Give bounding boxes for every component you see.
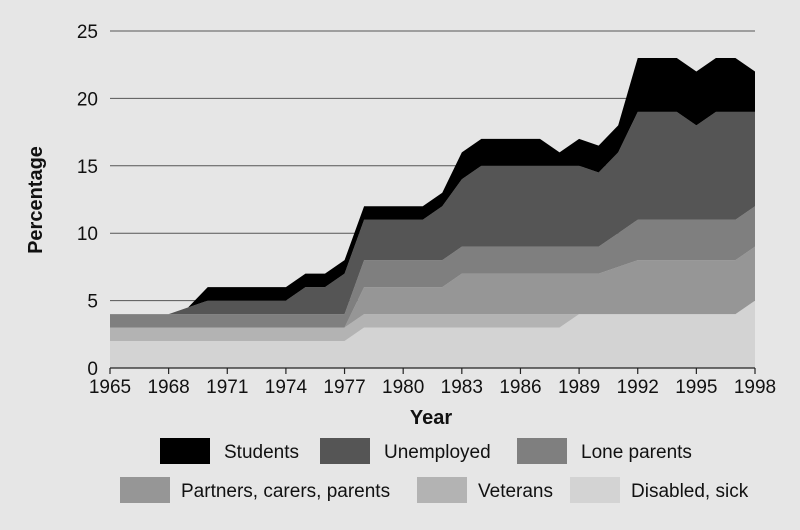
legend-label-students: Students [224,442,299,463]
area-lone-parents [110,206,755,328]
legend-swatch-disabled-sick [570,477,620,503]
y-tick-label: 15 [77,157,98,178]
y-axis-title: Percentage [25,146,47,254]
legend-swatch-veterans [417,477,467,503]
area-disabled-sick [110,300,755,368]
x-tick-label: 1977 [323,377,365,398]
legend-swatch-partners-carers-parents [120,477,170,503]
y-tick-label: 20 [77,89,98,110]
x-tick-label: 1992 [617,377,659,398]
x-tick-label: 1989 [558,377,600,398]
x-tick-label: 1995 [675,377,717,398]
x-tick-label: 1998 [734,377,776,398]
area-unemployed [110,111,755,315]
plot-areas [110,57,755,368]
y-tick-label: 0 [87,359,98,380]
x-tick-label: 1968 [147,377,189,398]
legend-label-veterans: Veterans [478,481,553,502]
x-tick-label: 1986 [499,377,541,398]
x-tick-label: 1965 [89,377,131,398]
x-tick-label: 1980 [382,377,424,398]
legend-swatch-unemployed [320,438,370,464]
legend-swatch-lone-parents [517,438,567,464]
legend-label-lone-parents: Lone parents [581,442,692,463]
y-tick-label: 5 [87,292,98,313]
legend-swatch-students [160,438,210,464]
x-tick-label: 1971 [206,377,248,398]
x-axis-title: Year [410,407,452,429]
area-veterans [110,300,755,342]
legend: Students Unemployed Lone parents Partners, … [120,438,749,503]
x-tick-label: 1983 [441,377,483,398]
axes: 0 5 10 15 20 25 1965 1968 1971 1974 1977 1980 1983 19… [77,22,776,398]
legend-label-unemployed: Unemployed [384,442,491,463]
area-students [110,57,755,315]
legend-label-partners-carers-parents: Partners, carers, parents [181,481,390,502]
x-tick-label: 1974 [265,377,308,398]
y-tick-label: 25 [77,22,98,43]
y-tick-label: 10 [77,224,98,245]
legend-label-disabled-sick: Disabled, sick [631,481,749,502]
